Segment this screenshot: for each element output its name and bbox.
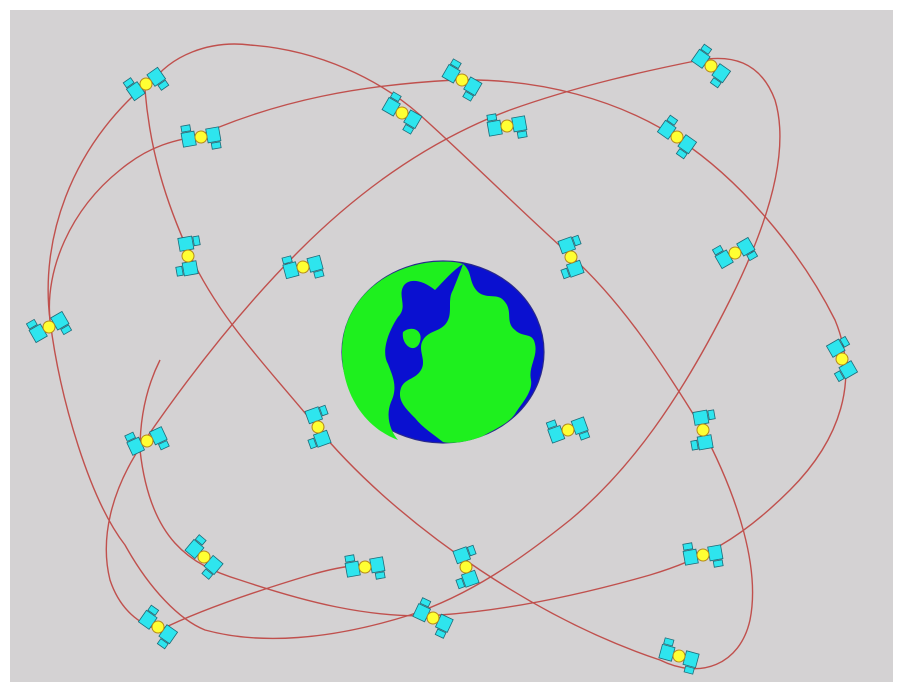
orbit-path [48, 134, 206, 321]
orbit-path [139, 79, 847, 617]
earth-land [342, 261, 536, 443]
earth [341, 260, 545, 444]
earth-land [402, 328, 421, 349]
orbit-path [144, 43, 754, 670]
